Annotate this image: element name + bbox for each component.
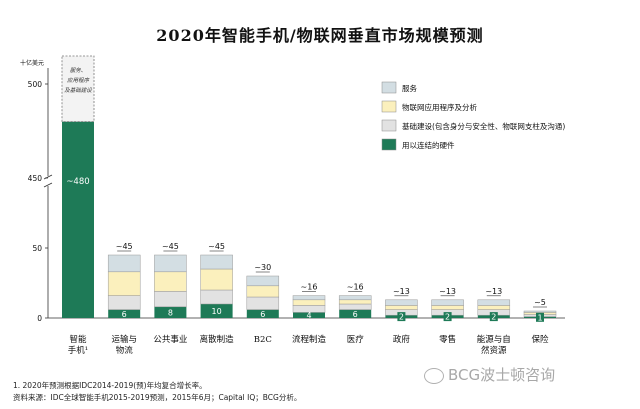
category-label: 离散制造 [200,334,235,345]
bar-segment [385,299,418,306]
bar-segment [338,295,372,301]
bar-segment [154,254,187,273]
bar-segment [200,304,233,318]
bar-segment [108,309,141,318]
bar-segment [200,289,233,305]
category-label: 零售 [439,334,456,345]
bar-segment [246,285,280,298]
smartphone-note-text: 应用程序 [67,77,91,84]
bar-segment [154,271,187,292]
bar-segment [292,299,326,306]
legend-label: 物联网应用程序及分析 [402,102,477,112]
bar-value-label: ~480 [66,177,89,187]
y-tick-label: 50 [32,244,42,253]
bar-total-label: ~30 [254,263,271,272]
bar-total-label: ~45 [116,242,133,251]
category-label: 智能 [69,334,87,345]
category-label: 运输与 [111,334,137,345]
legend-swatch [381,100,397,113]
bar-total-label: ~16 [347,283,364,292]
bar-value-box [489,312,498,322]
bar-value-label: 8 [168,308,173,317]
bar-segment [338,299,372,305]
bar-value-label: 2 [491,313,496,322]
smartphone-note-text: 及基础建设 [64,87,92,94]
category-label: 手机¹ [68,345,88,356]
bar-segment [107,254,141,273]
y-tick-label: 450 [28,174,43,183]
bar-segment [107,295,141,310]
bar-value-box [397,312,406,322]
bar-total-label: ~16 [301,283,318,292]
smartphone-note-box [61,55,95,122]
bar-segment [62,121,94,318]
legend-swatch [381,138,397,151]
category-label: B2C [254,335,272,345]
category-label: 政府 [393,334,411,345]
bar-value-box [536,312,544,322]
bar-value-label: 6 [353,310,358,319]
category-label: 保险 [531,334,549,345]
bar-segment [154,306,187,318]
bar-segment [477,299,511,306]
bar-total-label: ~5 [534,298,546,307]
bar-segment [200,254,233,270]
bar-value-box [443,312,452,322]
bar-segment [154,291,187,308]
watermark-text: BCG波士顿咨询 [448,366,556,384]
bar-value-label: 6 [122,310,127,319]
bar-segment [385,305,418,310]
legend-swatch [381,81,397,94]
y-unit-label: 十亿美元 [20,59,44,67]
bar-value-label: 1 [537,313,542,322]
bar-total-label: ~45 [162,242,179,251]
category-label: 公共事业 [153,334,187,345]
bar-segment [293,312,325,318]
footnote: 1. 2020年预测根据IDC2014-2019(预)年均复合增长率。 [13,381,207,390]
bar-total-label: ~45 [208,242,225,251]
bar-total-label: ~13 [439,287,456,296]
category-label: 流程制造 [292,334,327,345]
bar-value-label: 10 [212,307,222,316]
bar-value-label: 4 [306,311,311,320]
bar-segment [523,310,557,313]
category-label: 物流 [116,345,134,356]
source-note: 资料来源：IDC全球智能手机2015-2019预测，2015年6月；Capita… [13,393,302,402]
chart-title: 2020年智能手机/物联网垂直市场规模预测 [156,26,484,45]
category-label: 医疗 [347,334,365,345]
bar-segment [431,305,464,310]
bar-value-label: 6 [260,310,265,319]
category-label: 然资源 [481,345,507,356]
chart-axes: 0 50 450 500 十亿美元 [20,59,565,323]
bar-segment [107,271,141,296]
legend-label: 基础建设(包含身分与安全性、物联网支柱及沟通) [402,121,565,131]
bar-segment [246,275,280,287]
bar-segment [292,295,326,301]
bar-segment [431,299,464,306]
wechat-icon [424,367,444,384]
axis-break-mark [43,182,53,188]
watermark: BCG波士顿咨询 [424,364,555,385]
legend-label: 服务 [402,83,417,93]
bar-segment [200,268,233,291]
bar-total-label: ~13 [393,287,410,296]
bar-segment [338,303,372,310]
bar-segment [246,296,280,310]
bar-value-label: 2 [399,313,404,322]
y-tick-label: 500 [28,80,43,89]
category-label: 能源与自 [477,334,511,345]
bar-segment [339,309,372,318]
legend-label: 用以连结的硬件 [402,140,455,150]
smartphone-note-text: 服务、 [70,67,87,74]
bar-total-label: ~13 [485,287,502,296]
bar-segment [246,309,279,318]
bar-segment [477,305,511,310]
bar-value-label: 2 [445,313,450,322]
legend-swatch [381,119,397,132]
y-tick-label: 0 [37,314,42,323]
